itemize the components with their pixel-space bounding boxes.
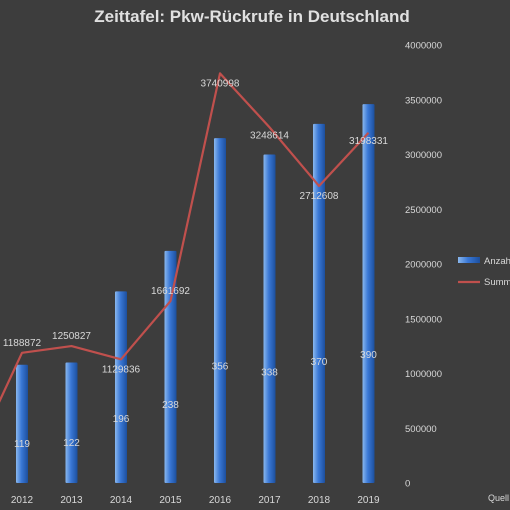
y-tick-label: 3000000 (405, 150, 442, 161)
line-data-label: 3740998 (201, 78, 240, 89)
x-tick-label: 2014 (110, 495, 133, 506)
bar (214, 138, 226, 483)
line-path (0, 72, 370, 403)
bar-series: 119 122 196 238 356 338 370 390 (14, 104, 377, 483)
line-series: 1188872 1250827 1129836 1661692 3740998 32486… (0, 72, 388, 403)
chart-title: Zeittafel: Pkw-Rückrufe in Deutschland (94, 7, 410, 26)
bar (164, 250, 177, 483)
legend-swatch-bar (458, 257, 480, 263)
bar-data-label: 370 (311, 357, 328, 368)
y-tick-label: 2500000 (405, 205, 442, 216)
bar-data-label: 122 (63, 438, 80, 449)
bar (313, 123, 325, 483)
x-tick-label: 2016 (209, 495, 232, 506)
x-tick-label: 2015 (159, 495, 182, 506)
line-data-label: 2712608 (300, 191, 339, 202)
x-tick-label: 2018 (308, 495, 331, 506)
legend-label-line: Summ (484, 277, 510, 288)
x-tick-label: 2019 (357, 495, 380, 506)
line-data-label: 1250827 (52, 331, 91, 342)
y-tick-label: 2000000 (405, 260, 442, 271)
y-tick-label: 3500000 (405, 95, 442, 106)
bar (115, 291, 127, 483)
source-footer: Quell (488, 493, 509, 503)
bar (263, 154, 276, 483)
bar-data-label: 196 (113, 414, 130, 425)
bar-data-label: 356 (212, 362, 229, 373)
bar-data-label: 390 (360, 350, 377, 361)
bar-data-label: 119 (14, 439, 30, 450)
bar (16, 364, 28, 483)
bar (362, 104, 375, 483)
bar (65, 362, 78, 483)
y-tick-label: 500000 (405, 424, 437, 435)
bar-data-label: 238 (162, 400, 179, 411)
legend-label-bar: Anzah (484, 256, 510, 267)
line-data-label: 3248614 (250, 130, 289, 141)
y-axis: 0 500000 1000000 1500000 2000000 2500000 30000… (405, 41, 442, 490)
x-tick-label: 2013 (60, 495, 83, 506)
x-tick-label: 2017 (258, 495, 281, 506)
line-data-label: 1188872 (3, 338, 42, 349)
y-tick-label: 4000000 (405, 41, 442, 52)
line-data-label: 1661692 (151, 286, 190, 297)
x-tick-label: 2012 (11, 495, 34, 506)
x-axis: 2012 2013 2014 2015 2016 2017 2018 2019 (11, 495, 380, 506)
line-data-label: 3198331 (349, 136, 388, 147)
legend: Anzah Summ (458, 256, 510, 288)
y-tick-label: 1000000 (405, 369, 442, 380)
y-tick-label: 1500000 (405, 314, 442, 325)
bar-data-label: 338 (261, 367, 278, 378)
y-tick-label: 0 (405, 479, 410, 490)
line-data-label: 1129836 (102, 364, 141, 375)
